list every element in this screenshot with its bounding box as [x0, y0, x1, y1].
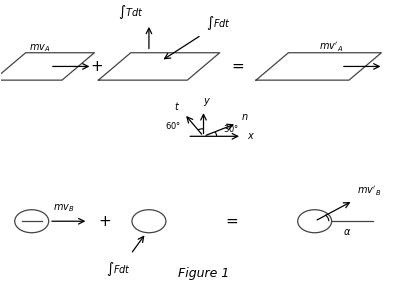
Text: $x$: $x$	[247, 131, 255, 141]
Text: $y$: $y$	[203, 96, 211, 108]
Text: $mv_A$: $mv_A$	[29, 42, 50, 54]
Text: $60°$: $60°$	[165, 120, 181, 131]
Text: $30°$: $30°$	[223, 123, 239, 133]
Text: +: +	[90, 59, 103, 74]
Text: $\int Tdt$: $\int Tdt$	[118, 3, 143, 21]
Text: $mv_B$: $mv_B$	[53, 202, 75, 214]
Text: $mv'_B$: $mv'_B$	[357, 185, 381, 198]
Text: $t$: $t$	[174, 100, 180, 112]
Text: $\int Fdt$: $\int Fdt$	[106, 259, 131, 278]
Text: $\int Fdt$: $\int Fdt$	[206, 14, 231, 32]
Text: +: +	[98, 214, 111, 229]
Text: Figure 1: Figure 1	[178, 267, 229, 280]
Text: $mv'_A$: $mv'_A$	[319, 41, 343, 54]
Text: =: =	[232, 59, 244, 74]
Text: =: =	[225, 214, 238, 229]
Text: $n$: $n$	[241, 112, 248, 122]
Text: $\alpha$: $\alpha$	[343, 227, 351, 237]
